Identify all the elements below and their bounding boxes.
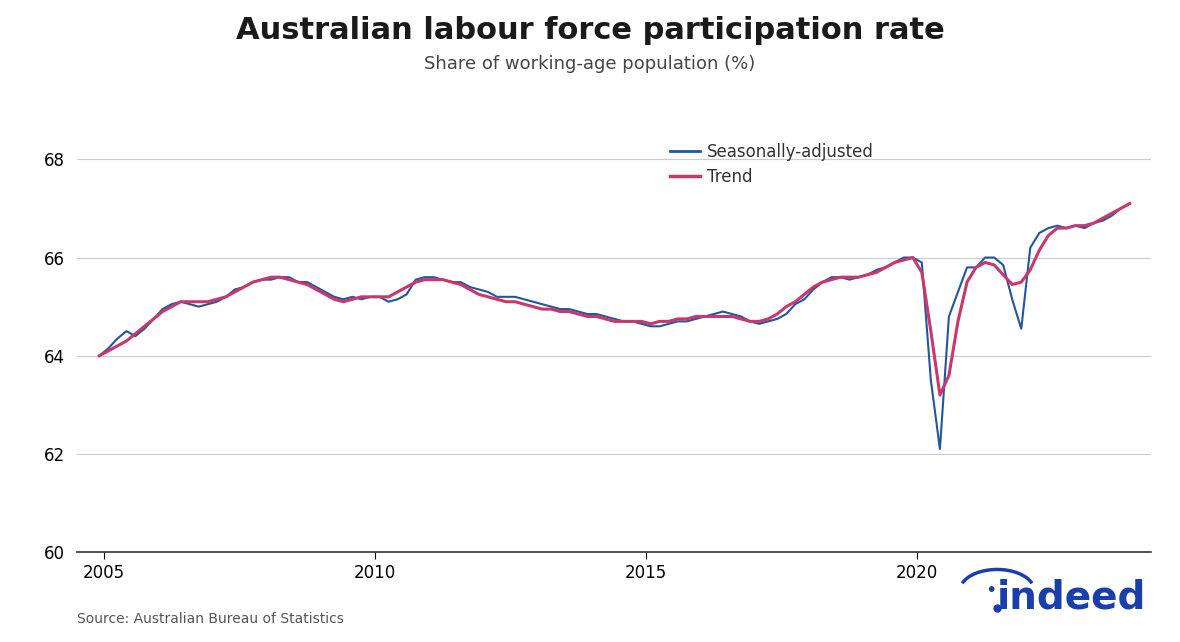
Text: Australian labour force participation rate: Australian labour force participation ra…	[236, 16, 944, 45]
Text: indeed: indeed	[997, 578, 1147, 616]
Legend: Seasonally-adjusted, Trend: Seasonally-adjusted, Trend	[670, 143, 874, 186]
Text: •: •	[985, 581, 997, 600]
Text: Source: Australian Bureau of Statistics: Source: Australian Bureau of Statistics	[77, 612, 343, 626]
Text: Share of working-age population (%): Share of working-age population (%)	[425, 55, 755, 73]
